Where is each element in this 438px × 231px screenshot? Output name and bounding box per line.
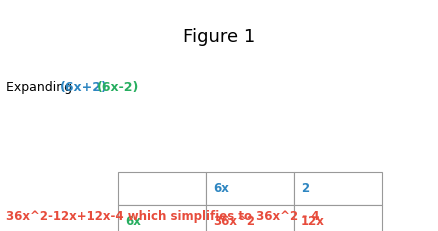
Text: 36x^2: 36x^2 [213,215,255,228]
Text: 12x: 12x [301,215,325,228]
Bar [118,205,206,231]
Text: 6x: 6x [125,215,141,228]
Bar [294,172,382,205]
Text: (6x+2): (6x+2) [60,82,108,94]
Bar [118,172,206,205]
Text: 6x: 6x [213,182,229,195]
Bar [294,205,382,231]
Text: Expanding: Expanding [6,82,76,94]
Text: 36x^2-12x+12x-4 which simplifies to 36x^2 - 4: 36x^2-12x+12x-4 which simplifies to 36x^… [6,210,319,222]
Bar [206,205,294,231]
Text: (6x-2): (6x-2) [97,82,139,94]
Bar [206,172,294,205]
Text: 2: 2 [301,182,309,195]
Text: Figure 1: Figure 1 [183,28,255,46]
